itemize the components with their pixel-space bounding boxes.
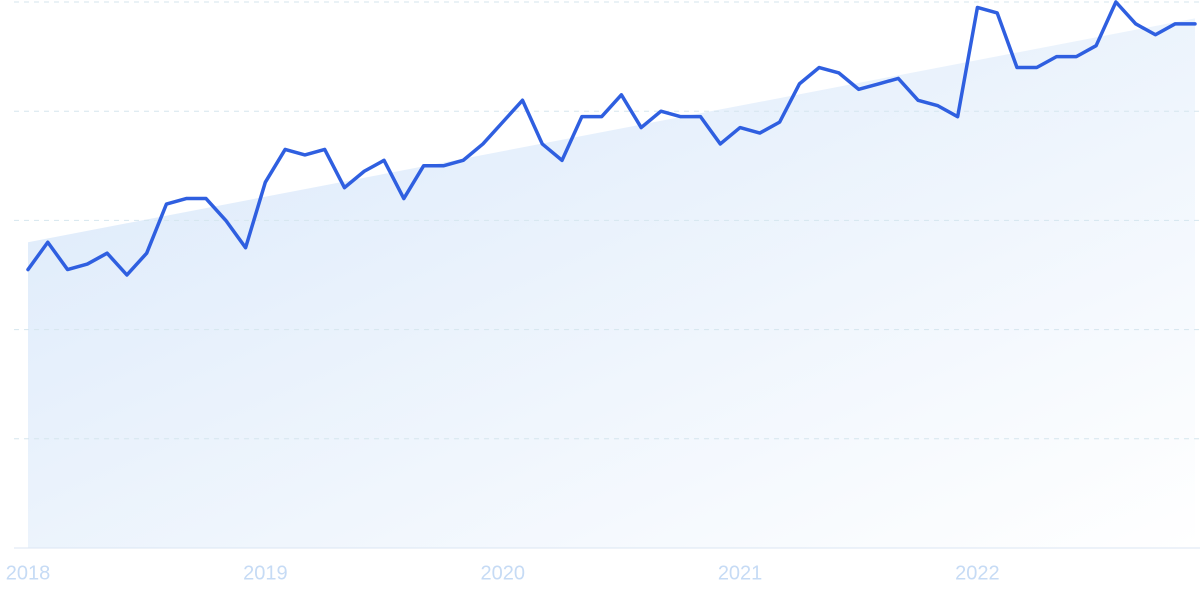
trend-area [28,18,1195,548]
x-tick-label: 2021 [718,562,763,584]
x-tick-label: 2020 [480,562,525,584]
line [26,0,1197,277]
x-tick-label: 2018 [6,562,51,584]
x-tick-label: 2019 [243,562,288,584]
x-tick-label: 2022 [955,562,1000,584]
